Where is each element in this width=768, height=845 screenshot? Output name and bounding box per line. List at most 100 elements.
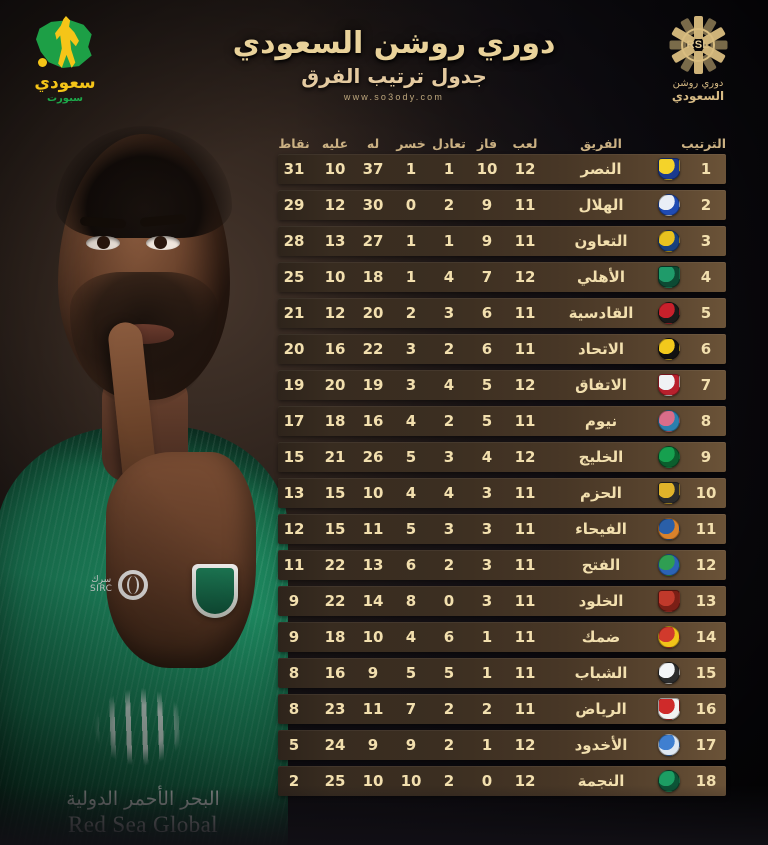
cell-points: 5: [288, 736, 300, 754]
table-row[interactable]: 13 الخلود 11 3 0 8 14 22 9: [278, 586, 726, 616]
crest-الأهلي: [658, 266, 680, 288]
cell-points: 19: [283, 376, 305, 394]
cell-lost: 2: [405, 304, 417, 322]
team-crest-icon: [652, 590, 686, 612]
table-row[interactable]: 8 نيوم 11 5 2 4 16 18 17: [278, 406, 726, 436]
cell-won: 6: [481, 304, 493, 322]
crest-الأخدود: [658, 734, 680, 756]
cell-points: 25: [283, 268, 305, 286]
column-header-rank: الترتيب: [681, 135, 726, 151]
page-title: دوري روشن السعودي: [232, 26, 556, 61]
cell-won: 2: [481, 700, 493, 718]
rsl-petal: [693, 51, 703, 74]
crest-الخلود: [658, 590, 680, 612]
cell-ga: 15: [324, 520, 346, 538]
cell-rank: 1: [700, 160, 712, 178]
team-crest-icon: [652, 446, 686, 468]
cell-rank: 6: [700, 340, 712, 358]
cell-played: 11: [514, 304, 536, 322]
team-crest-icon: [652, 410, 686, 432]
cell-ga: 16: [324, 340, 346, 358]
cell-drawn: 2: [443, 556, 455, 574]
column-header-points: نقاط: [278, 135, 310, 151]
cell-won: 3: [481, 592, 493, 610]
cell-played: 12: [514, 160, 536, 178]
cell-lost: 1: [405, 160, 417, 178]
source-url: www.so3ody.com: [343, 92, 445, 103]
team-crest-icon: [652, 482, 686, 504]
cell-ga: 23: [324, 700, 346, 718]
cell-rank: 9: [700, 448, 712, 466]
cell-rank: 7: [700, 376, 712, 394]
column-header-team: الفريق: [580, 135, 622, 151]
cell-played: 11: [514, 340, 536, 358]
cell-won: 3: [481, 520, 493, 538]
table-row[interactable]: 2 الهلال 11 9 2 0 30 12 29: [278, 190, 726, 220]
cell-played: 11: [514, 700, 536, 718]
cell-lost: 10: [400, 772, 422, 790]
table-row[interactable]: 12 الفتح 11 3 2 6 13 22 11: [278, 550, 726, 580]
cell-points: 28: [283, 232, 305, 250]
cell-gf: 9: [367, 736, 379, 754]
cell-gf: 27: [362, 232, 384, 250]
cell-points: 12: [283, 520, 305, 538]
crest-الاتحاد: [658, 338, 680, 360]
cell-won: 9: [481, 196, 493, 214]
crest-النجمة: [658, 770, 680, 792]
team-crest-icon: [652, 338, 686, 360]
table-row[interactable]: 11 الفيحاء 11 3 3 5 11 15 12: [278, 514, 726, 544]
table-row[interactable]: 18 النجمة 12 0 2 10 10 25 2: [278, 766, 726, 796]
cell-team: الهلال: [578, 196, 624, 214]
cell-lost: 4: [405, 484, 417, 502]
table-row[interactable]: 7 الاتفاق 12 5 4 3 19 20 19: [278, 370, 726, 400]
cell-team: التعاون: [574, 232, 628, 250]
table-row[interactable]: 9 الخليج 12 4 3 5 26 21 15: [278, 442, 726, 472]
cell-gf: 16: [362, 412, 384, 430]
cell-played: 12: [514, 376, 536, 394]
cell-lost: 7: [405, 700, 417, 718]
table-row[interactable]: 1 النصر 12 10 1 1 37 10 31: [278, 154, 726, 184]
table-row[interactable]: 15 الشباب 11 1 5 5 9 16 8: [278, 658, 726, 688]
cell-gf: 20: [362, 304, 384, 322]
cell-played: 11: [514, 484, 536, 502]
cell-team: نيوم: [584, 412, 618, 430]
table-row[interactable]: 6 الاتحاد 11 6 2 3 22 16 20: [278, 334, 726, 364]
cell-rank: 18: [695, 772, 717, 790]
table-row[interactable]: 5 القادسية 11 6 3 2 20 12 21: [278, 298, 726, 328]
cell-team: الاتفاق: [575, 376, 627, 394]
saudi-sport-logo-line2: سبورت: [47, 92, 83, 104]
football-icon: [38, 58, 47, 67]
cell-lost: 1: [405, 232, 417, 250]
team-crest-icon: [652, 158, 686, 180]
cell-team: النصر: [580, 160, 622, 178]
table-row[interactable]: 17 الأخدود 12 1 2 9 9 24 5: [278, 730, 726, 760]
cell-ga: 10: [324, 160, 346, 178]
table-row[interactable]: 14 ضمك 11 1 6 4 10 18 9: [278, 622, 726, 652]
cell-won: 7: [481, 268, 493, 286]
team-crest-icon: [652, 770, 686, 792]
roshn-saudi-league-logo: RSL دوري روشن السعودي: [646, 16, 750, 110]
cell-team: الأخدود: [574, 736, 628, 754]
cell-gf: 26: [362, 448, 384, 466]
cell-team: الفتح: [581, 556, 621, 574]
cell-won: 0: [481, 772, 493, 790]
cell-ga: 18: [324, 628, 346, 646]
cell-team: الأهلي: [576, 268, 625, 286]
table-row[interactable]: 10 الحزم 11 3 4 4 10 15 13: [278, 478, 726, 508]
table-row[interactable]: 3 التعاون 11 9 1 1 27 13 28: [278, 226, 726, 256]
table-row[interactable]: 16 الرياض 11 2 2 7 11 23 8: [278, 694, 726, 724]
cell-drawn: 0: [443, 592, 455, 610]
saudi-sport-logo: سعودي سبورت: [16, 16, 114, 110]
column-header-ga: عليه: [321, 135, 349, 151]
cell-played: 12: [514, 268, 536, 286]
cell-played: 11: [514, 232, 536, 250]
cell-points: 2: [288, 772, 300, 790]
crest-الشباب: [658, 662, 680, 684]
cell-lost: 4: [405, 412, 417, 430]
table-row[interactable]: 4 الأهلي 12 7 4 1 18 10 25: [278, 262, 726, 292]
cell-ga: 12: [324, 196, 346, 214]
cell-rank: 11: [695, 520, 717, 538]
page-subtitle: جدول ترتيب الفرق: [301, 64, 487, 89]
cell-rank: 3: [700, 232, 712, 250]
cell-drawn: 6: [443, 628, 455, 646]
